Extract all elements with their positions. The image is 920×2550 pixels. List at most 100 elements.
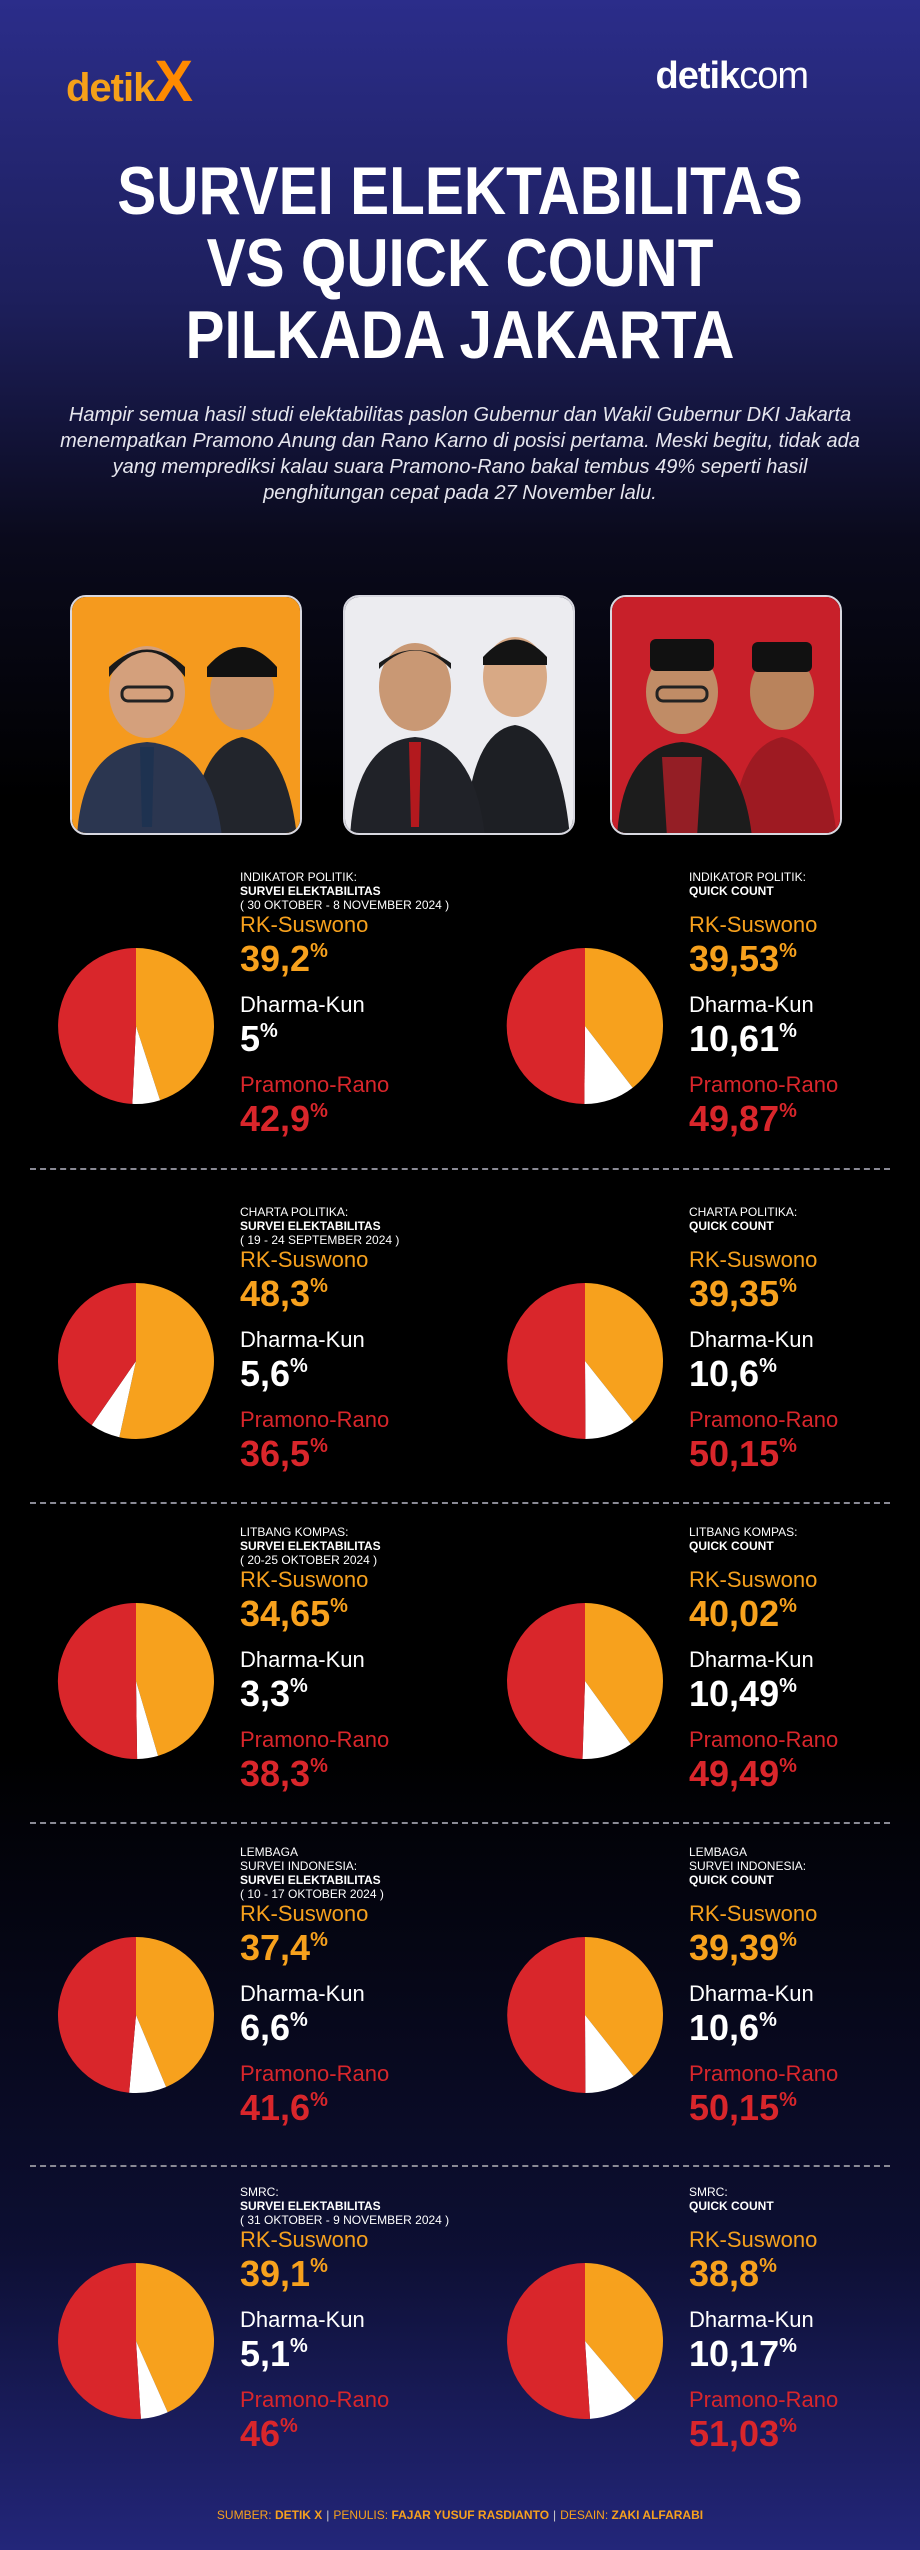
value-dk: 5,6% — [240, 1353, 308, 1394]
title-line-1: SURVEI ELEKTABILITAS — [117, 153, 803, 229]
value-pr: 49,87% — [689, 1098, 797, 1139]
source-label: LEMBAGA SURVEI INDONESIA: QUICK COUNT — [689, 1845, 806, 1887]
value-rk: 40,02% — [689, 1593, 797, 1634]
source-line: ( 30 OKTOBER - 8 NOVEMBER 2024 ) — [240, 898, 450, 912]
pie-chart — [505, 2261, 665, 2421]
pie-svg — [506, 1603, 664, 1760]
pie-slice-rk — [119, 1283, 214, 1439]
value-dk: 5,1% — [240, 2333, 308, 2374]
survey-block-3: LITBANG KOMPAS: SURVEI ELEKTABILITAS( 20-… — [56, 1525, 456, 1825]
label-rk: RK-Suswono — [240, 912, 369, 937]
intro-text: Hampir semua hasil studi elektabilitas p… — [60, 404, 860, 504]
value-pr: 50,15% — [689, 2087, 797, 2128]
source-label: SMRC: QUICK COUNT — [689, 2185, 774, 2213]
source-line: SURVEI ELEKTABILITAS — [240, 1539, 381, 1553]
label-dk: Dharma-Kun — [240, 2307, 365, 2332]
pie-slice-rk — [585, 1603, 664, 1745]
pie-slice-pr — [507, 1937, 586, 2094]
value-pr: 50,15% — [689, 1433, 797, 1474]
pie-chart — [505, 1935, 665, 2095]
label-rk: RK-Suswono — [240, 1567, 369, 1592]
label-dk: Dharma-Kun — [240, 1981, 365, 2006]
source-line: LITBANG KOMPAS: — [240, 1525, 349, 1539]
pie-slice-dk — [91, 1361, 136, 1438]
label-pr: Pramono-Rano — [689, 1407, 839, 1432]
quickcount-block-4: LEMBAGA SURVEI INDONESIA: QUICK COUNT RK-Su… — [505, 1845, 905, 2145]
pie-slice-pr — [507, 1283, 586, 1440]
pie-slice-dk — [582, 1681, 631, 1760]
label-dk: Dharma-Kun — [689, 1327, 814, 1352]
label-rk: RK-Suswono — [240, 1901, 369, 1926]
quickcount-block-1: INDIKATOR POLITIK: QUICK COUNT RK-Suswono 3… — [505, 870, 905, 1170]
value-pr: 46% — [240, 2413, 298, 2454]
source-label: CHARTA POLITIKA: SURVEI ELEKTABILITAS( 19… — [240, 1205, 399, 1247]
pie-chart — [505, 946, 665, 1106]
row-divider — [30, 1502, 890, 1504]
pie-svg — [507, 1937, 663, 2094]
source-line: SURVEI ELEKTABILITAS — [240, 2199, 381, 2213]
photo-pramono-rano — [610, 595, 842, 835]
value-dk: 10,49% — [689, 1673, 797, 1714]
survey-block-1: INDIKATOR POLITIK: SURVEI ELEKTABILITAS( … — [56, 870, 456, 1170]
pie-svg — [57, 1937, 214, 2094]
source-line: QUICK COUNT — [689, 1873, 774, 1887]
source-label: INDIKATOR POLITIK: SURVEI ELEKTABILITAS( … — [240, 870, 449, 912]
pie-slice-dk — [585, 2015, 634, 2093]
survey-block-2: CHARTA POLITIKA: SURVEI ELEKTABILITAS( 19… — [56, 1205, 456, 1505]
pie-svg — [506, 947, 664, 1105]
label-pr: Pramono-Rano — [240, 1727, 390, 1752]
page-title: SURVEI ELEKTABILITAS VS QUICK COUNT PILK… — [64, 155, 855, 371]
label-rk: RK-Suswono — [240, 2227, 369, 2252]
pie-svg — [58, 948, 215, 1104]
pie-slice-pr — [57, 1937, 136, 2093]
quickcount-block-2: CHARTA POLITIKA: QUICK COUNT RK-Suswono 39,… — [505, 1205, 905, 1505]
label-rk: RK-Suswono — [689, 912, 818, 937]
source-line: QUICK COUNT — [689, 2199, 774, 2213]
pie-slice-rk — [136, 1603, 214, 1756]
value-dk: 10,6% — [689, 2007, 777, 2048]
label-dk: Dharma-Kun — [240, 992, 365, 1017]
label-rk: RK-Suswono — [689, 1247, 818, 1272]
label-dk: Dharma-Kun — [689, 992, 814, 1017]
value-rk: 39,39% — [689, 1927, 797, 1968]
source-line: CHARTA POLITIKA: — [240, 1205, 349, 1219]
label-pr: Pramono-Rano — [689, 1072, 839, 1097]
pie-slice-dk — [132, 1026, 161, 1104]
label-dk: Dharma-Kun — [689, 1981, 814, 2006]
value-rk: 48,3% — [240, 1273, 328, 1314]
source-line: ( 31 OKTOBER - 9 NOVEMBER 2024 ) — [240, 2213, 450, 2227]
quickcount-block-5: SMRC: QUICK COUNT RK-Suswono 38,8% Dharma-Ku… — [505, 2185, 905, 2485]
value-rk: 39,2% — [240, 938, 328, 979]
label-rk: RK-Suswono — [240, 1247, 369, 1272]
row-divider — [30, 2165, 890, 2167]
pie-svg — [57, 1602, 214, 1759]
pie-chart — [505, 1601, 665, 1761]
pie-svg — [58, 2263, 215, 2419]
source-line: QUICK COUNT — [689, 884, 774, 898]
pie-slice-rk — [136, 1937, 214, 2087]
source-label: LITBANG KOMPAS: QUICK COUNT — [689, 1525, 797, 1553]
pie-chart — [56, 1601, 216, 1761]
value-dk: 10,6% — [689, 1353, 777, 1394]
value-pr: 36,5% — [240, 1433, 328, 1474]
source-line: SURVEI ELEKTABILITAS — [240, 1219, 381, 1233]
label-pr: Pramono-Rano — [689, 2061, 839, 2086]
survey-block-5: SMRC: SURVEI ELEKTABILITAS( 31 OKTOBER - … — [56, 2185, 456, 2485]
value-pr: 42,9% — [240, 1098, 328, 1139]
pie-slice-rk — [585, 1283, 664, 1423]
source-line: CHARTA POLITIKA: — [689, 1205, 798, 1219]
pie-chart — [56, 946, 216, 1106]
source-label: LITBANG KOMPAS: SURVEI ELEKTABILITAS( 20-… — [240, 1525, 381, 1567]
value-rk: 39,1% — [240, 2253, 328, 2294]
source-line: LEMBAGA — [689, 1845, 748, 1859]
pie-slice-pr — [506, 1603, 585, 1759]
pie-slice-pr — [507, 2263, 591, 2419]
label-rk: RK-Suswono — [689, 1567, 818, 1592]
source-line: SURVEI INDONESIA: — [240, 1859, 358, 1873]
pie-slice-rk — [136, 2263, 215, 2413]
source-label: SMRC: SURVEI ELEKTABILITAS( 31 OKTOBER - … — [240, 2185, 449, 2227]
value-rk: 39,35% — [689, 1273, 797, 1314]
label-dk: Dharma-Kun — [689, 2307, 814, 2332]
survey-block-4: LEMBAGA SURVEI INDONESIA: SURVEI ELEKTABIL… — [56, 1845, 456, 2145]
label-dk: Dharma-Kun — [240, 1647, 365, 1672]
